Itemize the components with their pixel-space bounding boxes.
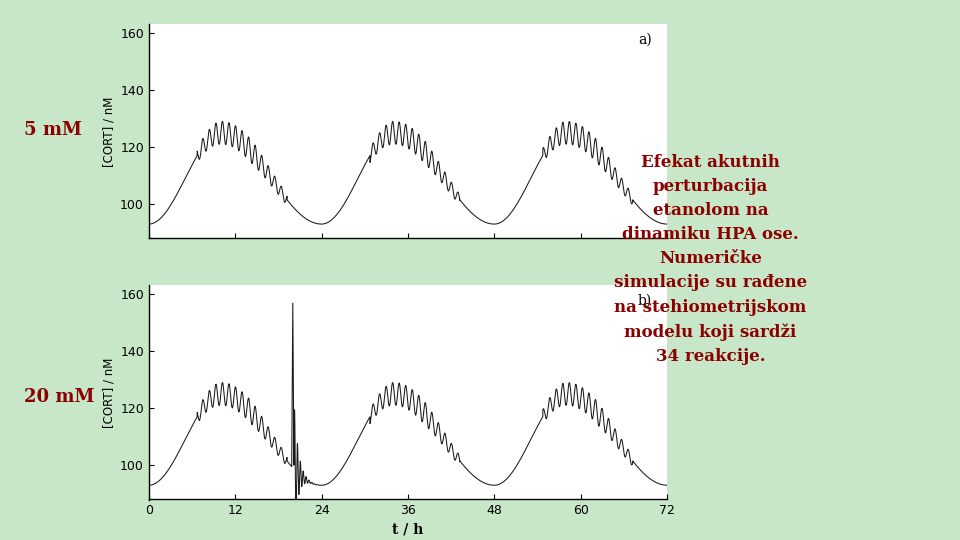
Text: a): a) bbox=[637, 33, 652, 47]
Y-axis label: [CORT] / nM: [CORT] / nM bbox=[103, 357, 116, 428]
Y-axis label: [CORT] / nM: [CORT] / nM bbox=[103, 96, 116, 166]
X-axis label: t / h: t / h bbox=[393, 523, 423, 537]
Text: b): b) bbox=[637, 294, 652, 308]
Text: 20 mM: 20 mM bbox=[24, 388, 94, 406]
Text: Efekat akutnih
perturbacija
etanolom na
dinamiku HPA ose.
Numeričke
simulacije s: Efekat akutnih perturbacija etanolom na … bbox=[613, 154, 807, 364]
Text: 5 mM: 5 mM bbox=[24, 120, 82, 139]
